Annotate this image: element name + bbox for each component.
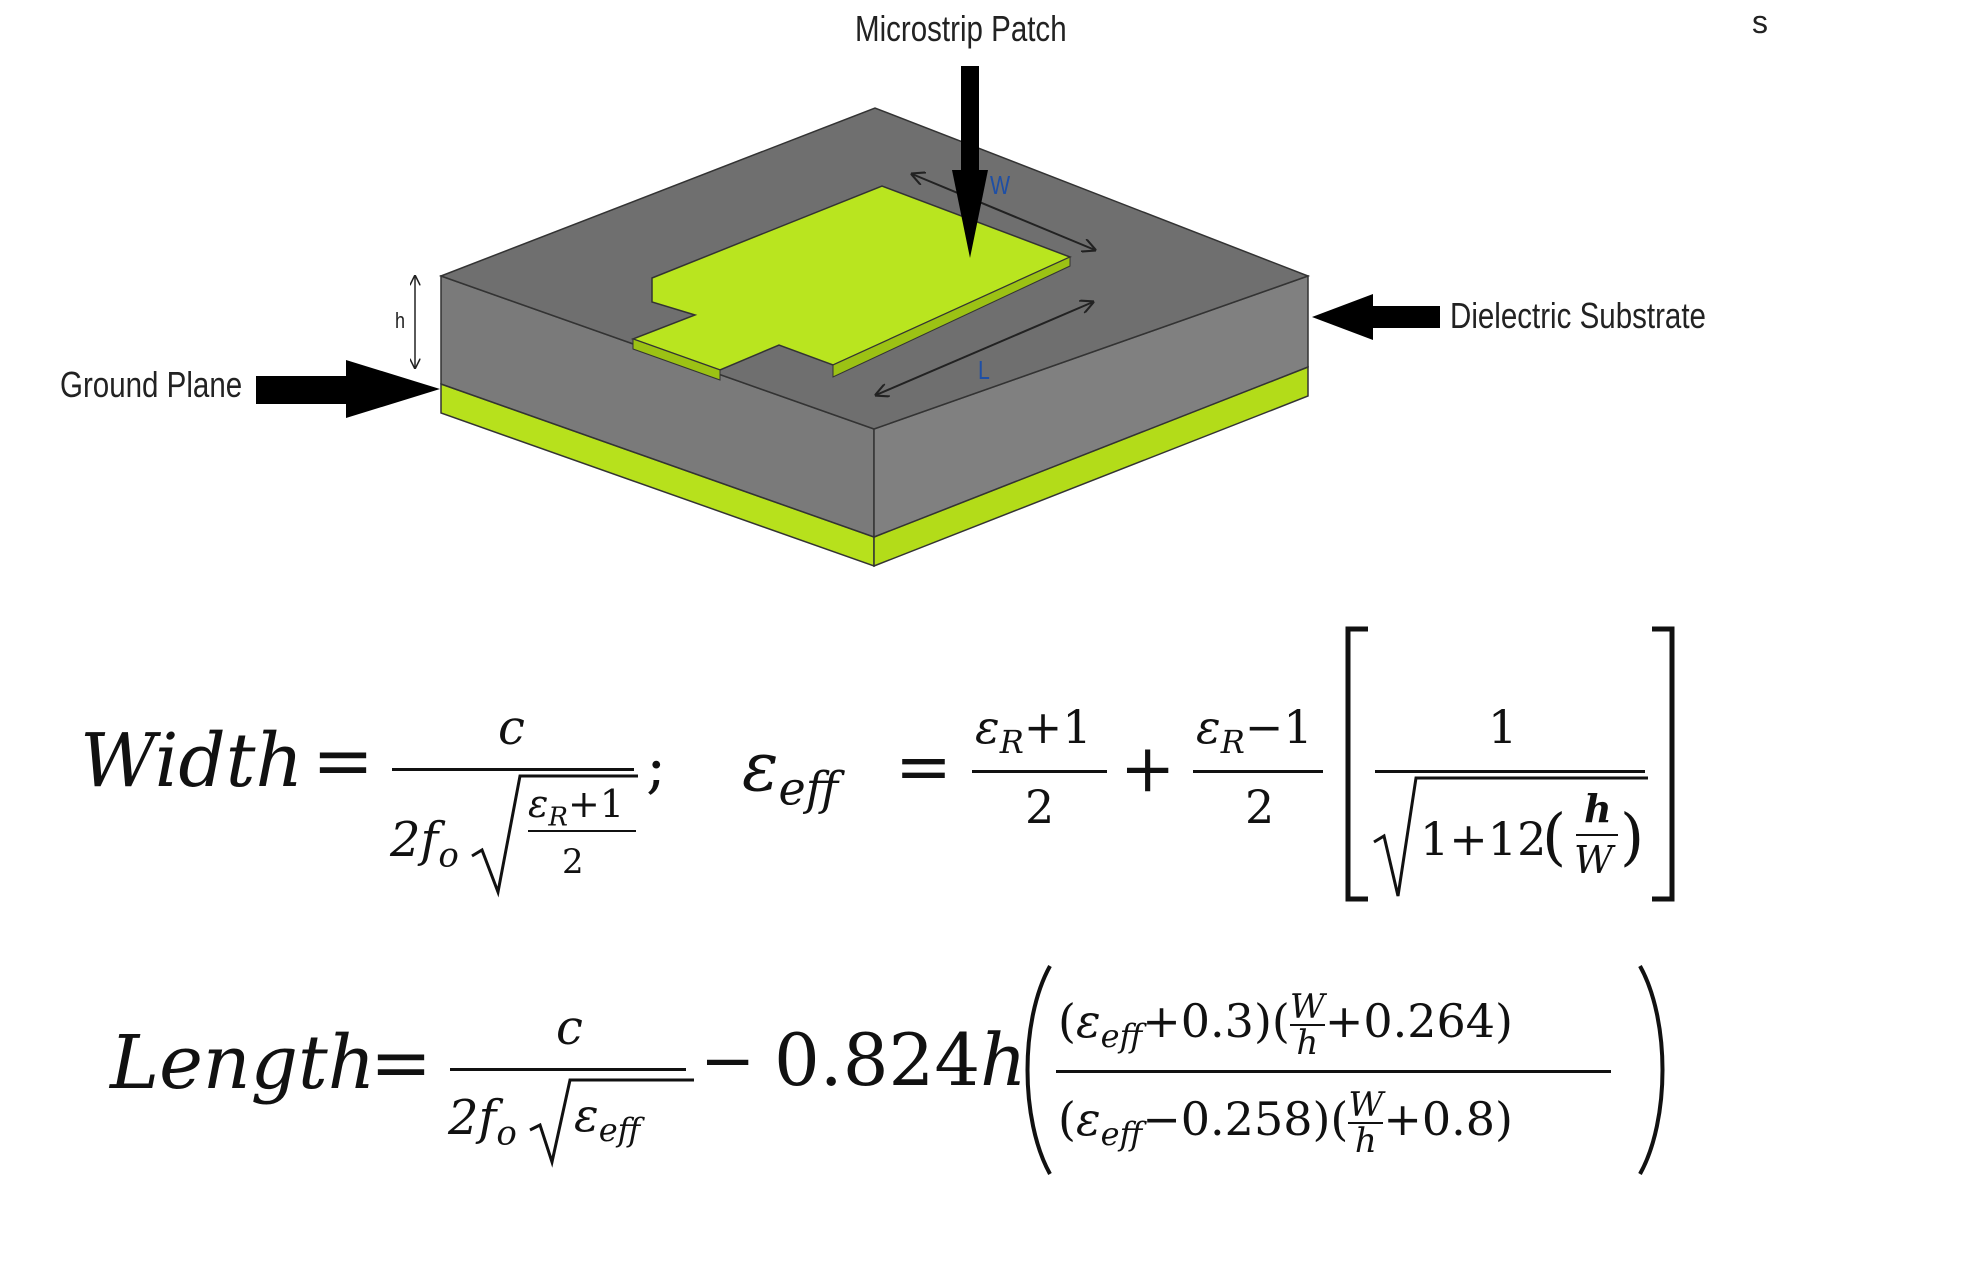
w-label: W [990,170,1011,200]
eps-paren-open: ( [1542,800,1567,873]
substrate-arrow-shaft [1370,306,1440,328]
length-minus: − [700,1022,756,1099]
h-label: h [395,308,406,333]
w-dimension-arrow [912,174,1095,250]
corner-mark: s [1752,4,1768,40]
eps-bracket-bar [1375,770,1645,773]
patch-arrow-shaft [961,66,979,186]
patch-arrow-head [952,170,988,258]
eps-brackets [1345,626,1675,902]
eps-term2-denominator: 2 [1245,780,1275,834]
width-equals: = [312,718,375,804]
width-root-numerator: εR+1 [528,782,625,833]
eps-bracket-numerator: 1 [1488,700,1518,754]
eps-sqrt-sign [1373,776,1648,897]
width-root-bar [528,830,636,832]
width-separator: ; [646,732,667,802]
length-lhs: Length [110,1020,376,1106]
eps-term1-denominator: 2 [1025,780,1055,834]
eps-term2-numerator: εR−1 [1196,700,1313,762]
substrate-arrow-head [1312,294,1373,340]
eps-bracket-den-head: 1+12 [1420,812,1547,866]
ground-plane-label: Ground Plane [60,364,243,405]
length-equals: = [370,1020,433,1106]
eps-term2-bar [1193,770,1323,773]
l-dimension-arrow [876,302,1093,395]
microstrip-patch-feed-edge [632,338,721,381]
eps-inner-frac-bar [1576,834,1618,836]
length-fraction-bar [450,1068,686,1071]
width-numerator: c [498,700,525,756]
eps-eff-equals: = [895,728,952,807]
width-lhs: Width [80,718,304,804]
eps-inner-frac-num: h [1584,786,1612,831]
ground-arrow-shaft [256,376,352,404]
eps-term1-numerator: εR+1 [975,700,1092,762]
width-sqrt-sign [471,774,638,898]
width-fraction-bar [392,768,634,771]
width-den-coef: 2fo [390,812,459,876]
length-big-parens [1025,965,1665,1175]
length-den-coef: 2fo [448,1090,517,1154]
width-root-denominator: 2 [562,842,584,882]
ground-arrow-head [346,360,440,418]
length-coef: 0.824h [774,1018,1027,1102]
length-main-bar [1056,1070,1611,1073]
eps-term1-bar [972,770,1107,773]
l-label: L [978,355,990,385]
length-sqrt-sign [529,1078,694,1168]
length-den-root: εeff [574,1088,641,1150]
microstrip-patch-label: Microstrip Patch [855,8,1067,49]
dielectric-substrate-label: Dielectric Substrate [1450,295,1706,336]
length-numerator: c [556,1000,583,1056]
eps-inner-frac-den: W [1574,838,1614,882]
eps-eff-lhs: εeff [742,728,839,816]
eps-plus: + [1120,730,1176,807]
eps-paren-close: ) [1620,800,1645,873]
